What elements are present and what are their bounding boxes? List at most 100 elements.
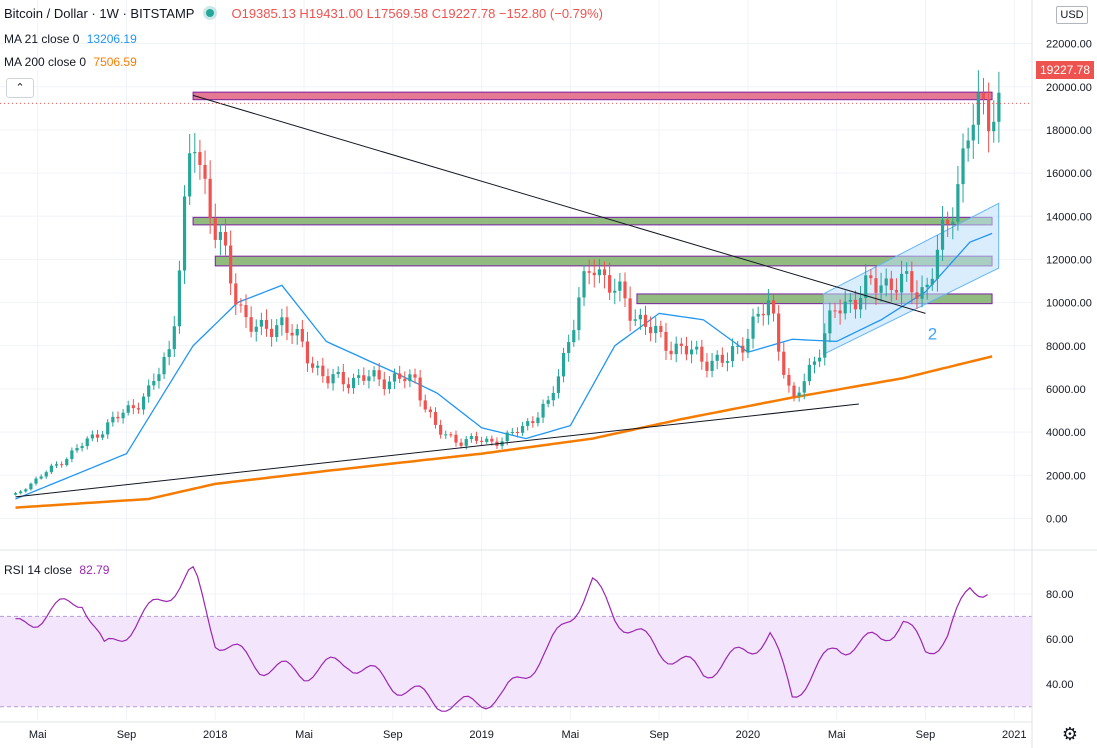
candle-body: [505, 432, 509, 442]
candle-body: [787, 374, 791, 386]
candle-body: [131, 405, 135, 409]
candle-body: [894, 290, 899, 293]
candle-body: [474, 436, 479, 441]
candle-body: [285, 317, 289, 333]
candle-body: [203, 164, 207, 179]
candle-body: [177, 270, 182, 327]
candle-body: [777, 313, 781, 352]
x-tick-label: Mai: [29, 729, 47, 741]
x-tick-label: Mai: [562, 729, 580, 741]
candle-body: [372, 370, 376, 377]
candle-body: [464, 439, 468, 446]
candle-body: [106, 422, 110, 435]
candle-body: [889, 278, 893, 291]
candle-body: [812, 361, 817, 365]
candle-body: [741, 345, 745, 353]
candle-body: [823, 333, 827, 358]
candle-body: [459, 442, 463, 446]
candle-body: [613, 290, 617, 293]
candle-body: [925, 284, 929, 288]
candle-body: [608, 275, 612, 293]
candle-body: [736, 345, 740, 347]
candle-body: [413, 374, 417, 378]
candle-body: [234, 283, 238, 305]
candle-body: [807, 364, 811, 382]
candle-body: [981, 92, 986, 100]
candle-body: [167, 349, 171, 357]
candle-body: [469, 436, 473, 440]
candle-body: [65, 459, 69, 466]
candle-body: [761, 313, 765, 316]
ma200-value: 7506.59: [93, 55, 137, 69]
ma21-line: [15, 232, 993, 500]
candle-body: [628, 298, 632, 321]
candle-body: [101, 434, 105, 438]
candle-body: [797, 392, 801, 397]
candle-body: [956, 184, 960, 222]
candle-body: [75, 448, 79, 451]
candle-body: [541, 403, 545, 418]
candle-body: [239, 304, 243, 306]
candle-body: [536, 417, 540, 424]
candle-body: [546, 400, 550, 404]
candle-body: [679, 343, 683, 346]
candle-body: [848, 299, 852, 302]
candle-body: [756, 313, 760, 317]
candle-body: [85, 438, 89, 447]
candle-body: [725, 361, 730, 363]
candle-body: [638, 314, 642, 320]
candle-body: [689, 349, 694, 355]
candle-body: [188, 153, 192, 197]
candle-body: [720, 354, 724, 363]
candle-body: [597, 269, 601, 276]
ma200-legend[interactable]: MA 200 close 0 7506.59: [4, 55, 137, 69]
candle-body: [126, 405, 130, 413]
candle-body: [669, 350, 673, 355]
candle-body: [930, 278, 934, 285]
candle-body: [280, 317, 284, 326]
price-zone: [192, 216, 993, 226]
candle-body: [147, 385, 151, 397]
rsi-tick-label: 80.00: [1046, 589, 1074, 601]
candle-body: [290, 332, 294, 336]
rsi-tick-label: 60.00: [1046, 634, 1074, 646]
candle-body: [828, 310, 832, 334]
x-tick-label: 2020: [736, 729, 760, 741]
candle-body: [766, 300, 771, 316]
candle-body: [444, 434, 448, 436]
currency-badge[interactable]: USD: [1056, 6, 1088, 24]
candle-body: [874, 278, 878, 293]
candle-series: [13, 70, 1001, 496]
candle-body: [162, 356, 166, 375]
rsi-legend[interactable]: RSI 14 close 82.79: [4, 563, 109, 577]
candle-body: [367, 376, 371, 381]
candle-body: [136, 408, 141, 410]
candle-body: [244, 305, 248, 318]
candle-body: [556, 376, 561, 393]
ma21-legend[interactable]: MA 21 close 0 13206.19: [4, 32, 137, 46]
candle-body: [577, 297, 581, 331]
candle-body: [526, 421, 530, 426]
ma200-label: MA 200 close 0: [4, 55, 87, 69]
chevron-up-icon[interactable]: ⌃: [6, 78, 34, 98]
candle-body: [377, 370, 381, 380]
ma200-series: [15, 355, 993, 509]
rsi-value: 82.79: [79, 563, 110, 577]
candle-body: [935, 249, 940, 279]
candle-body: [520, 425, 525, 433]
candle-body: [515, 431, 520, 433]
candle-body: [310, 363, 315, 368]
candle-body: [341, 371, 345, 385]
symbol-legend[interactable]: Bitcoin / Dollar · 1W · BITSTAMP O19385.…: [4, 6, 603, 21]
price-zone: [214, 255, 993, 267]
gear-icon[interactable]: ⚙: [1061, 724, 1079, 744]
candle-body: [864, 275, 868, 299]
candle-body: [34, 478, 38, 484]
candle-body: [976, 92, 980, 125]
symbol-title: Bitcoin / Dollar · 1W · BITSTAMP: [4, 6, 195, 21]
candle-body: [439, 424, 443, 435]
candle-body: [121, 412, 125, 419]
candle-body: [362, 375, 366, 381]
candle-body: [623, 281, 627, 299]
